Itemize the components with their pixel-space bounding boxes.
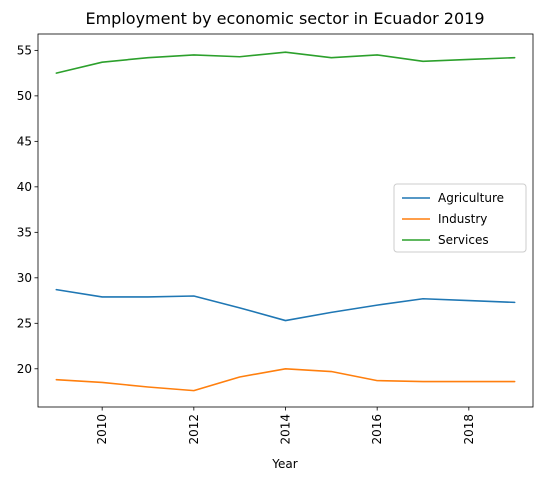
y-tick-label: 30 [17, 271, 32, 285]
legend-label-agriculture: Agriculture [438, 191, 504, 205]
y-tick-label: 50 [17, 89, 32, 103]
x-tick-label: 2016 [370, 414, 384, 445]
y-tick-label: 45 [17, 134, 32, 148]
x-axis-label: Year [271, 457, 297, 471]
series-line-services [55, 51, 516, 74]
legend-box [393, 183, 527, 253]
y-tick-label: 20 [17, 362, 32, 376]
y-tick-label: 55 [17, 43, 32, 57]
y-tick-label: 25 [17, 316, 32, 330]
chart-title: Employment by economic sector in Ecuador… [85, 9, 484, 28]
x-tick-label: 2018 [462, 414, 476, 445]
x-tick-label: 2012 [187, 414, 201, 445]
series-line-industry [55, 367, 516, 392]
x-tick-label: 2014 [279, 414, 293, 445]
y-tick-label: 40 [17, 180, 32, 194]
series-line-agriculture [55, 288, 516, 322]
x-tick-label: 2010 [95, 414, 109, 445]
legend: Agriculture Industry Services [393, 183, 527, 253]
legend-label-industry: Industry [438, 212, 487, 226]
y-tick-label: 35 [17, 225, 32, 239]
legend-label-services: Services [438, 233, 489, 247]
